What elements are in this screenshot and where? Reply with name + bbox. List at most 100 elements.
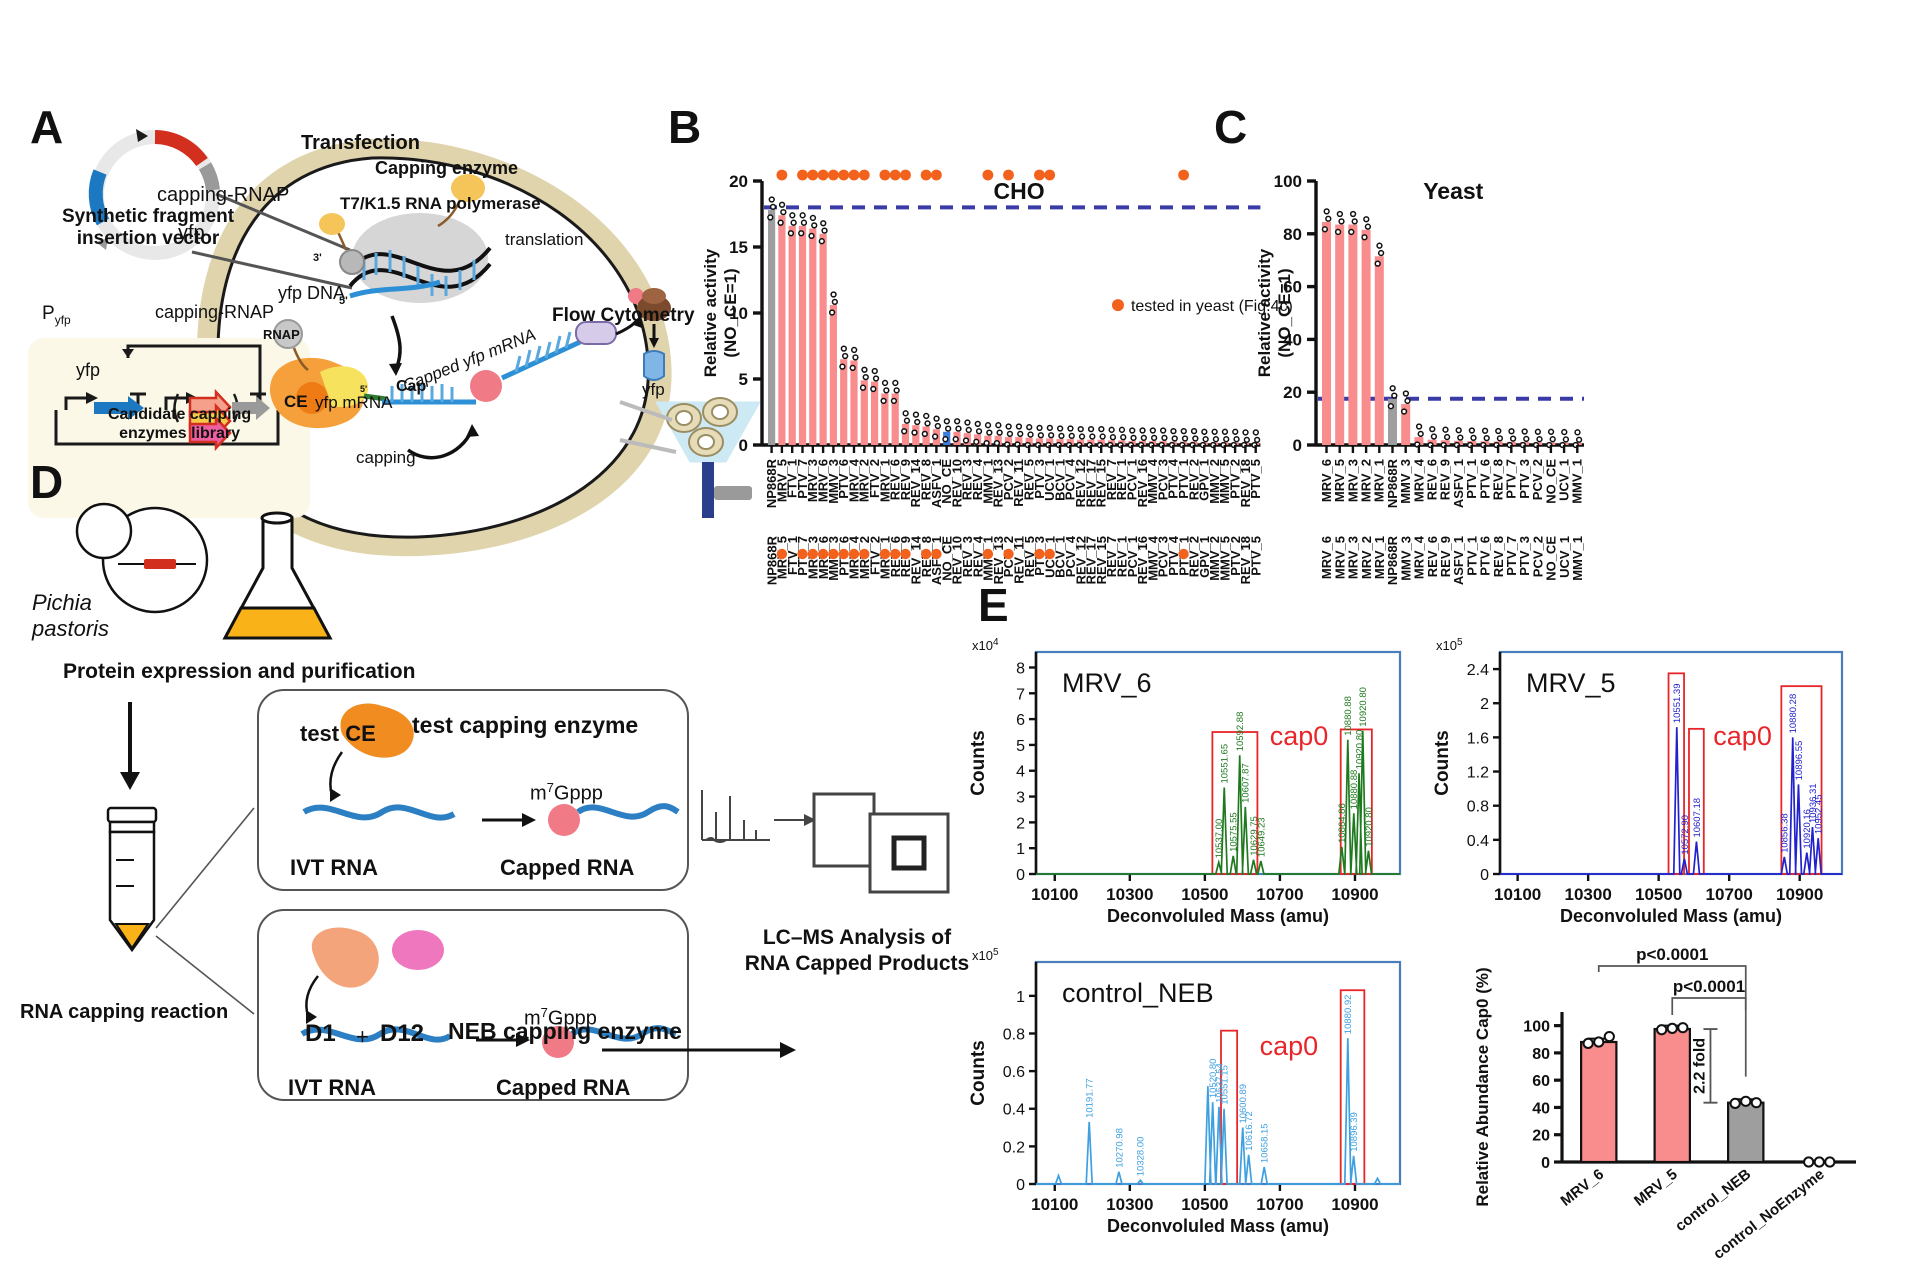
x-tick-label: PCV_3: [1155, 459, 1170, 500]
replicate-point: [790, 219, 797, 226]
legend-text: tested in yeast (Fig.4c): [1131, 298, 1293, 315]
lcms-long-arrowhead: [780, 1042, 796, 1058]
tested-in-yeast-dot: [879, 169, 891, 181]
panel-d-letter: D: [30, 456, 64, 508]
panel-e-mrv6-chart: 0 1 2 3 4 5 6 7 8 10100 10300 10500 10700 10900 x104 Co…: [968, 630, 1410, 935]
replicate-point: [1803, 1156, 1815, 1168]
replicate-point: [1443, 433, 1451, 441]
x-axis-label: Deconvoluled Mass (amu): [1107, 906, 1329, 926]
x-tick-label: MRV_4: [846, 458, 861, 502]
significance-label: p<0.0001: [1636, 945, 1708, 964]
replicate-point: [1170, 427, 1177, 435]
panel-d-d1-label: D1: [305, 1020, 336, 1047]
replicate-point: [912, 411, 920, 418]
x-tick-label: MMV_5: [1217, 536, 1232, 581]
peak-label: 10880.88: [1343, 696, 1354, 736]
x-tick-label: REV_16: [1135, 459, 1150, 507]
x-tick-label: PCV_4: [1063, 535, 1078, 577]
replicate-point: [1534, 428, 1542, 435]
y-tick-label: 10: [729, 304, 748, 323]
replicate-point: [1221, 428, 1229, 435]
peak-label: 10629.75: [1249, 816, 1260, 856]
vector-title-line1: Synthetic fragment: [62, 206, 235, 227]
replicate-point: [1404, 397, 1411, 405]
y-tick-label: 60: [1532, 1073, 1550, 1090]
panel_c_yeast-svg: 0 20 40 60 80 100 MRV_6MRV_5MRV_3MRV_2MRV_1NP8…: [1255, 172, 1585, 508]
x-tick-label: UCV_1: [1557, 459, 1572, 501]
chart-title: CHO: [994, 178, 1045, 204]
bar: [1653, 1027, 1691, 1164]
panel-b-letter: B: [668, 101, 702, 153]
replicate-point: [1190, 427, 1198, 435]
replicate-point: [914, 418, 921, 426]
x-tick-label: MMV_1: [980, 459, 995, 504]
x-tick-label: PTV_4: [1166, 458, 1181, 499]
peak-label: 10575.55: [1229, 812, 1240, 852]
panel-a-mrna-five-label: 5': [360, 384, 368, 394]
y-axis-exponent: x104: [972, 637, 999, 653]
replicate-point: [943, 418, 950, 425]
x-tick-label: NP868R: [764, 535, 779, 585]
x-tick-label: MRV_6: [1319, 536, 1334, 579]
tested-in-yeast-dot: [828, 548, 839, 560]
ce-blob-highlight: [320, 366, 369, 408]
replicate-point: [808, 232, 815, 240]
y-tick-label: 15: [729, 238, 748, 257]
x-tick-label: NO_CE: [939, 536, 954, 581]
replicate-point: [831, 298, 838, 306]
peak-label: 10952.45: [1814, 795, 1825, 835]
ivt-rna-1: [302, 804, 456, 821]
spectrum-to-box-arrowhead: [804, 814, 816, 826]
x-tick-label: NO_CE: [1544, 536, 1559, 581]
rnap-linker: [292, 347, 309, 371]
replicate-point: [892, 379, 899, 387]
peak-label: 10864.86: [1337, 803, 1348, 843]
replicate-point: [1223, 436, 1230, 443]
replicate-point: [871, 367, 878, 375]
y-tick-label: 0.8: [1467, 799, 1489, 816]
panel-d-box2-capped: Capped RNA: [496, 1075, 631, 1100]
x-tick-label: REV_7: [1104, 536, 1119, 577]
tested-in-yeast-dot: [797, 169, 808, 181]
y-axis-label: Counts: [968, 1040, 989, 1105]
replicate-point: [1078, 433, 1086, 440]
ce-active-site: [296, 382, 328, 414]
panel-d-d12-label: D12: [380, 1020, 425, 1047]
bar: [881, 393, 889, 445]
yfp-gene-arrow: [94, 396, 144, 420]
x-tick-label: REV_2: [1187, 536, 1202, 577]
replicate-point: [1813, 1156, 1825, 1168]
y-tick-label: 4: [1016, 764, 1025, 781]
replicate-point: [1470, 434, 1477, 442]
y-tick-label: 3: [1016, 790, 1025, 807]
significance-label: p<0.0001: [1673, 977, 1745, 996]
peak-label: 10856.38: [1780, 813, 1791, 853]
x-tick-label: MRV_2: [1359, 459, 1374, 502]
x-tick-label: 10100: [1031, 1195, 1078, 1214]
x-tick-label: MRV_6: [816, 459, 831, 502]
peak-label: 10520.80: [1208, 1059, 1219, 1099]
panel-d-plus-label: +: [356, 1024, 369, 1049]
panel-d-box1-ivt: IVT RNA: [290, 855, 378, 880]
bar: [1374, 256, 1384, 445]
panel_b_cho-labels: NP868RMRV_5FTV_1PTV_7MRV_3MRV_6MMV_3PTV_…: [764, 535, 1263, 585]
x-tick-label: MRV_5: [1332, 536, 1347, 579]
replicate-point: [1351, 218, 1358, 225]
tested-in-yeast-dot: [1034, 548, 1045, 560]
x-tick-label: FTV_1: [785, 459, 800, 498]
svg-text:(NO_CE=1): (NO_CE=1): [721, 268, 740, 357]
y-tick-label: 8: [1016, 660, 1025, 677]
x-tick-label: 10500: [1181, 885, 1228, 904]
x-tick-label: REV_6: [1425, 459, 1440, 500]
neb-arrowhead: [306, 1010, 317, 1024]
x-tick-label: MRV_2: [1359, 536, 1374, 579]
plasmid: [88, 129, 220, 260]
x-tick-label: NP868R: [1385, 458, 1400, 508]
x-tick-label: PTV_7: [1504, 536, 1519, 576]
y-tick-label: 40: [1283, 330, 1302, 349]
peak-label: 10649.23: [1256, 817, 1267, 857]
bar: [819, 233, 827, 445]
x-tick-label: UCV_1: [1042, 459, 1057, 501]
cap-small: [628, 288, 644, 304]
bar: [1046, 438, 1054, 445]
